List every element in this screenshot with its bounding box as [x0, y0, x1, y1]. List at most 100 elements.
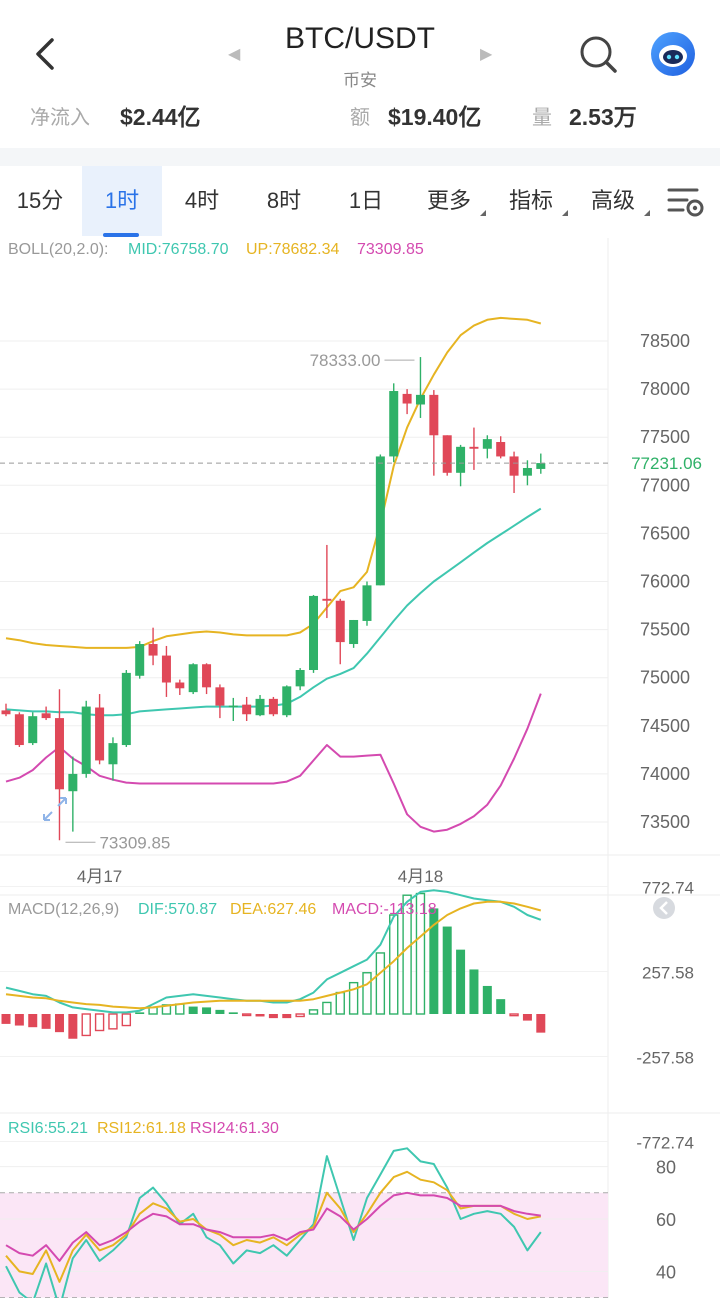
- expand-arrows-icon[interactable]: [43, 797, 67, 821]
- dropdown-icon: [562, 210, 568, 216]
- candle-body: [309, 595, 319, 671]
- robot-avatar-icon[interactable]: [650, 31, 696, 77]
- volume-value: 2.53万: [569, 104, 637, 130]
- active-tab-indicator: [103, 233, 139, 237]
- macd-bar: [469, 969, 479, 1014]
- candle-body: [175, 682, 185, 689]
- rsi12-label: RSI12:61.18: [97, 1120, 186, 1137]
- macd-bar: [188, 1006, 198, 1014]
- candle-body: [415, 394, 425, 405]
- tab-1h[interactable]: 1时: [82, 166, 162, 236]
- candle-body: [228, 705, 238, 708]
- macd-bar: [255, 1014, 265, 1017]
- candle-body: [1, 710, 11, 715]
- macd-bar: [335, 991, 345, 1015]
- chart-settings-icon[interactable]: [667, 184, 705, 220]
- candle-body: [282, 686, 292, 716]
- tab-4h[interactable]: 4时: [184, 188, 220, 213]
- price-tick-label: 74000: [640, 764, 690, 784]
- section-divider: [0, 148, 720, 166]
- macd-bar: [308, 1009, 319, 1015]
- collapse-icon[interactable]: [653, 897, 675, 919]
- macd-bar: [282, 1014, 292, 1019]
- macd-bar: [14, 1014, 24, 1026]
- macd-bar: [202, 1007, 212, 1014]
- candle-body: [335, 600, 345, 643]
- candle-body: [135, 644, 145, 676]
- candle-body: [242, 704, 252, 715]
- macd-tick-label: 257.58: [642, 964, 694, 983]
- candle-body: [469, 446, 479, 449]
- tab-advanced[interactable]: 高级: [578, 166, 650, 236]
- macd-indicator-label: MACD(12,26,9): [8, 901, 119, 918]
- macd-bar: [362, 972, 372, 1015]
- candle-body: [161, 655, 171, 683]
- tab-1d[interactable]: 1日: [348, 188, 384, 213]
- candle-body: [362, 585, 372, 621]
- price-tick-label: 74500: [640, 716, 690, 736]
- dropdown-icon: [644, 210, 650, 216]
- macd-bar: [295, 1013, 305, 1018]
- macd-bar: [68, 1014, 78, 1039]
- candle-body: [322, 598, 332, 601]
- macd-bar: [482, 985, 492, 1014]
- macd-dea-line: [5, 900, 542, 1010]
- macd-bar: [348, 981, 359, 1015]
- candle-body: [522, 467, 532, 476]
- macd-bar: [135, 1012, 145, 1014]
- next-pair-icon[interactable]: ▶: [480, 46, 493, 63]
- price-tick-label: 77000: [640, 475, 690, 495]
- price-tick-label: 78500: [640, 331, 690, 351]
- back-arrow-icon[interactable]: [26, 30, 66, 78]
- macd-bar: [108, 1013, 118, 1030]
- tab-15m[interactable]: 15分: [16, 188, 64, 213]
- volume-label: 量: [532, 107, 552, 129]
- rsi6-line: [5, 1147, 542, 1298]
- candle-body: [456, 446, 466, 473]
- date-axis-label: 4月18: [398, 867, 443, 886]
- boll-up-label: UP:78682.34: [246, 241, 340, 258]
- search-icon[interactable]: [577, 33, 619, 75]
- tab-more[interactable]: 更多: [414, 166, 486, 236]
- macd-bar: [536, 1014, 546, 1033]
- candle-body: [68, 773, 78, 792]
- macd-dif-line: [5, 889, 542, 1014]
- candle-body: [215, 687, 225, 706]
- high-price-label: 78333.00: [310, 351, 381, 370]
- rsi-tick-label: 40: [656, 1262, 676, 1282]
- macd-bar: [228, 1012, 238, 1014]
- candle-body: [188, 664, 198, 693]
- timeframe-tabs: 15分 1时 4时 8时 1日 更多 指标 高级: [0, 166, 720, 238]
- candle-body: [121, 672, 131, 746]
- boll-mid-line: [5, 507, 542, 717]
- rsi24-line: [5, 1191, 541, 1262]
- macd-dea-label: DEA:627.46: [230, 901, 316, 918]
- macd-bar: [121, 1013, 132, 1027]
- boll-indicator-label: BOLL(20,2.0):: [8, 241, 109, 258]
- macd-bar: [456, 949, 466, 1014]
- macd-tick-label: -772.74: [636, 1134, 694, 1153]
- macd-bar: [241, 1013, 252, 1017]
- dropdown-icon: [480, 210, 486, 216]
- candle-body: [482, 439, 492, 449]
- boll-lower-line: [5, 693, 542, 833]
- candle-body: [295, 670, 305, 687]
- macd-bar: [268, 1014, 278, 1019]
- rsi-tick-label: 60: [656, 1210, 676, 1230]
- candle-body: [108, 743, 118, 765]
- price-tick-label: 78000: [640, 379, 690, 399]
- candle-body: [95, 707, 105, 761]
- macd-dif-label: DIF:570.87: [138, 901, 217, 918]
- macd-bar: [522, 1014, 532, 1021]
- macd-bar: [375, 952, 386, 1015]
- price-tick-label: 75500: [640, 620, 690, 640]
- exchange-name: 币安: [343, 71, 377, 90]
- tab-indicators[interactable]: 指标: [496, 166, 568, 236]
- prev-pair-icon[interactable]: ◀: [228, 46, 241, 63]
- macd-bar: [402, 894, 412, 1015]
- macd-bar: [415, 892, 426, 1015]
- macd-value-label: MACD:-113.18: [332, 901, 437, 918]
- candle-body: [429, 394, 439, 436]
- tab-8h[interactable]: 8时: [266, 188, 302, 213]
